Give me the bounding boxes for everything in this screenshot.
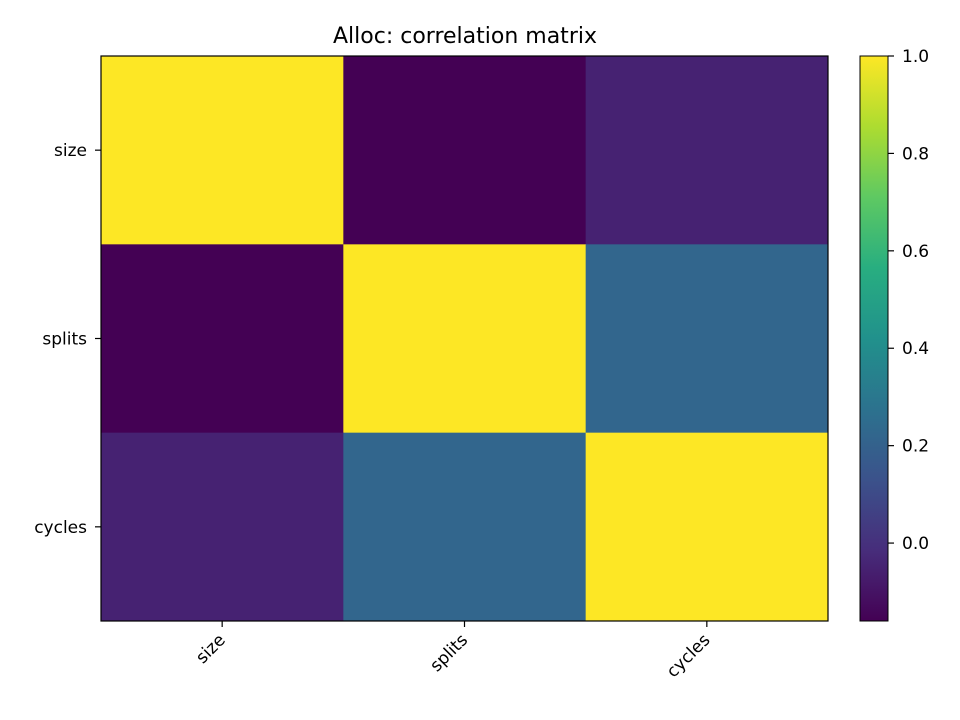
- colorbar-tick-label: 0.6: [902, 242, 929, 262]
- colorbar: [859, 55, 889, 622]
- heatmap-cell: [585, 244, 829, 434]
- chart-title: Alloc: correlation matrix: [333, 24, 597, 49]
- y-tick-label: cycles: [34, 518, 87, 538]
- heatmap-cell: [101, 432, 344, 622]
- heatmap-cell: [585, 56, 829, 245]
- heatmap-cell: [343, 432, 587, 622]
- x-axis: size splits cycles: [192, 621, 714, 682]
- heatmap-cell: [343, 244, 587, 434]
- x-tick-label: size: [192, 630, 229, 667]
- heatmap-cell: [343, 56, 587, 245]
- colorbar-tick-label: 0.8: [902, 144, 929, 164]
- heatmap-cells: [101, 56, 829, 622]
- x-tick-label: cycles: [663, 630, 715, 682]
- heatmap-cell: [101, 56, 344, 245]
- colorbar-tick-label: 0.2: [902, 437, 929, 457]
- colorbar-tick-label: 0.4: [902, 339, 929, 359]
- colorbar-tick-label: 1.0: [902, 47, 929, 67]
- y-tick-label: splits: [42, 330, 87, 350]
- heatmap-cell: [101, 244, 344, 434]
- colorbar-axis: 0.0 0.2 0.4 0.6 0.8 1.0: [888, 47, 929, 554]
- x-tick-label: splits: [426, 630, 472, 676]
- y-tick-label: size: [54, 141, 87, 161]
- heatmap-cell: [585, 432, 829, 622]
- colorbar-tick-label: 0.0: [902, 534, 929, 554]
- y-axis: size splits cycles: [34, 141, 101, 538]
